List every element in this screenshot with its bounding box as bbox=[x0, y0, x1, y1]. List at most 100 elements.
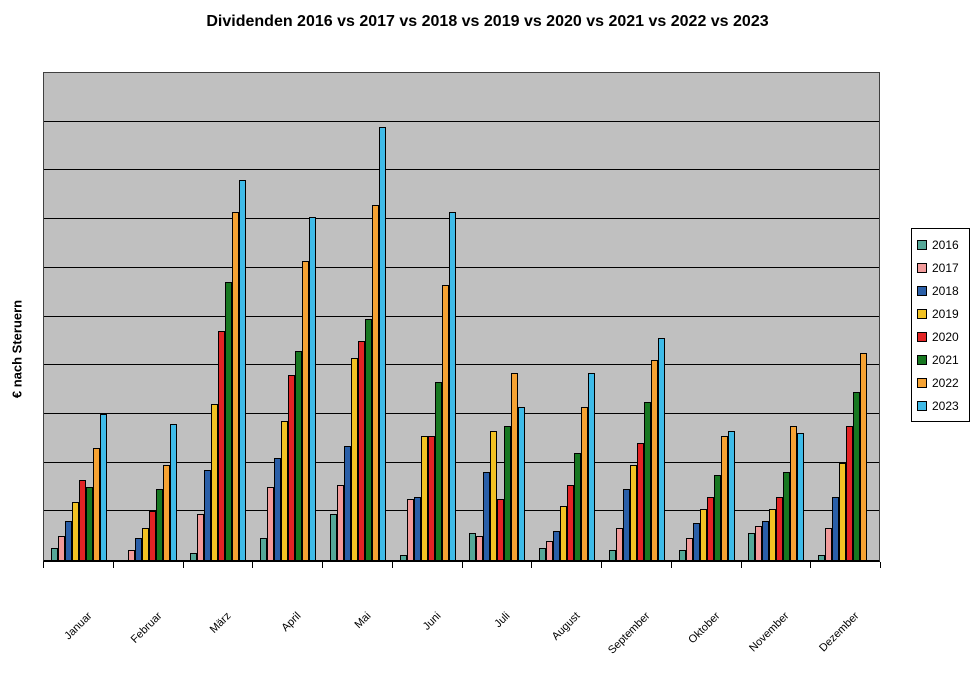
x-axis-tick bbox=[43, 562, 44, 568]
bar-2023-juli bbox=[518, 406, 526, 560]
x-axis-label-november: November bbox=[747, 610, 792, 655]
legend-item-2021: 2021 bbox=[917, 348, 966, 371]
bar-2016-oktober bbox=[678, 550, 686, 560]
bar-2019-oktober bbox=[699, 508, 707, 560]
bar-2020-märz bbox=[218, 331, 226, 560]
gridline bbox=[44, 315, 879, 317]
legend-swatch-2021 bbox=[917, 354, 927, 365]
bar-2021-oktober bbox=[713, 474, 721, 560]
bar-2022-oktober bbox=[720, 435, 728, 560]
chart-title: Dividenden 2016 vs 2017 vs 2018 vs 2019 … bbox=[206, 13, 769, 30]
legend-swatch-2020 bbox=[917, 331, 927, 342]
gridline bbox=[44, 461, 879, 463]
bar-2022-dezember bbox=[860, 353, 868, 560]
bar-2017-juli bbox=[476, 535, 484, 560]
bar-2022-juni bbox=[441, 284, 449, 560]
bar-2019-november bbox=[769, 508, 777, 560]
bar-2016-august bbox=[539, 547, 547, 560]
bar-2021-mai bbox=[364, 318, 372, 560]
plot-area bbox=[43, 72, 880, 562]
legend-label-2017: 2017 bbox=[932, 260, 959, 275]
bar-2016-dezember bbox=[818, 555, 826, 560]
bar-2016-januar bbox=[50, 547, 58, 560]
bar-2016-juni bbox=[399, 555, 407, 560]
x-axis-label-juli: Juli bbox=[492, 610, 513, 631]
x-axis-tick bbox=[531, 562, 533, 568]
bar-2019-märz bbox=[211, 404, 219, 560]
bar-2017-märz bbox=[197, 513, 205, 560]
gridline bbox=[44, 364, 879, 366]
bar-2016-november bbox=[748, 533, 756, 560]
bar-2020-november bbox=[776, 496, 784, 560]
x-axis-label-mai: Mai bbox=[352, 610, 374, 632]
bar-2019-august bbox=[560, 506, 568, 560]
bar-2023-märz bbox=[239, 180, 247, 560]
bar-2023-august bbox=[588, 372, 596, 560]
bar-group-juni bbox=[393, 73, 463, 560]
bar-2016-mai bbox=[329, 513, 337, 560]
bar-2017-september bbox=[615, 528, 623, 560]
legend-swatch-2019 bbox=[917, 308, 927, 319]
bar-2021-februar bbox=[155, 489, 163, 560]
legend-label-2020: 2020 bbox=[932, 329, 959, 344]
bar-2018-mai bbox=[343, 445, 351, 560]
bar-2022-märz bbox=[232, 211, 240, 560]
bar-2021-november bbox=[783, 472, 791, 560]
gridline bbox=[44, 510, 879, 512]
bar-2017-februar bbox=[127, 550, 135, 560]
legend-item-2019: 2019 bbox=[917, 302, 966, 325]
legend-item-2020: 2020 bbox=[917, 325, 966, 348]
x-axis-tick bbox=[810, 562, 812, 568]
bar-2022-november bbox=[790, 426, 798, 560]
legend-swatch-2017 bbox=[917, 262, 927, 273]
bar-2018-juli bbox=[483, 472, 491, 560]
bar-2019-juni bbox=[420, 435, 428, 560]
bar-2022-januar bbox=[92, 448, 100, 560]
legend-label-2021: 2021 bbox=[932, 352, 959, 367]
bar-2022-mai bbox=[371, 204, 379, 560]
legend-label-2018: 2018 bbox=[932, 283, 959, 298]
bar-group-oktober bbox=[672, 73, 742, 560]
legend-swatch-2018 bbox=[917, 285, 927, 296]
bar-group-juli bbox=[463, 73, 533, 560]
bar-2023-februar bbox=[169, 423, 177, 560]
bar-2023-juni bbox=[448, 211, 456, 560]
bar-2018-januar bbox=[64, 521, 72, 560]
legend: 2016 2017 2018 2019 2020 2021 2022 2023 bbox=[911, 228, 970, 422]
x-axis-label-oktober: Oktober bbox=[685, 610, 723, 647]
bar-2020-dezember bbox=[846, 426, 854, 560]
bar-2018-dezember bbox=[832, 496, 840, 560]
bar-2021-juni bbox=[434, 382, 442, 560]
bar-2017-mai bbox=[336, 484, 344, 560]
bar-2023-januar bbox=[99, 413, 107, 560]
bar-2022-september bbox=[650, 360, 658, 560]
gridline bbox=[44, 169, 879, 171]
bar-group-november bbox=[742, 73, 812, 560]
bar-2023-oktober bbox=[727, 430, 735, 560]
bar-2018-oktober bbox=[692, 523, 700, 560]
bar-group-februar bbox=[114, 73, 184, 560]
bar-2020-januar bbox=[78, 479, 86, 560]
bar-2020-april bbox=[288, 374, 296, 560]
bar-2020-juni bbox=[427, 435, 435, 560]
bar-group-dezember bbox=[811, 73, 881, 560]
legend-label-2023: 2023 bbox=[932, 398, 959, 413]
gridline bbox=[44, 120, 879, 122]
bar-2021-april bbox=[295, 350, 303, 560]
bar-2017-august bbox=[546, 540, 554, 560]
legend-item-2022: 2022 bbox=[917, 371, 966, 394]
legend-item-2016: 2016 bbox=[917, 233, 966, 256]
legend-label-2019: 2019 bbox=[932, 306, 959, 321]
bar-2019-april bbox=[281, 421, 289, 560]
bar-2018-august bbox=[553, 530, 561, 560]
bar-2022-juli bbox=[511, 372, 519, 560]
bar-2016-juli bbox=[469, 533, 477, 560]
gridline bbox=[44, 266, 879, 268]
x-axis-label-april: April bbox=[279, 610, 304, 635]
legend-label-2022: 2022 bbox=[932, 375, 959, 390]
bar-2016-märz bbox=[190, 552, 198, 560]
bar-group-august bbox=[532, 73, 602, 560]
legend-item-2023: 2023 bbox=[917, 394, 966, 417]
legend-swatch-2022 bbox=[917, 377, 927, 388]
